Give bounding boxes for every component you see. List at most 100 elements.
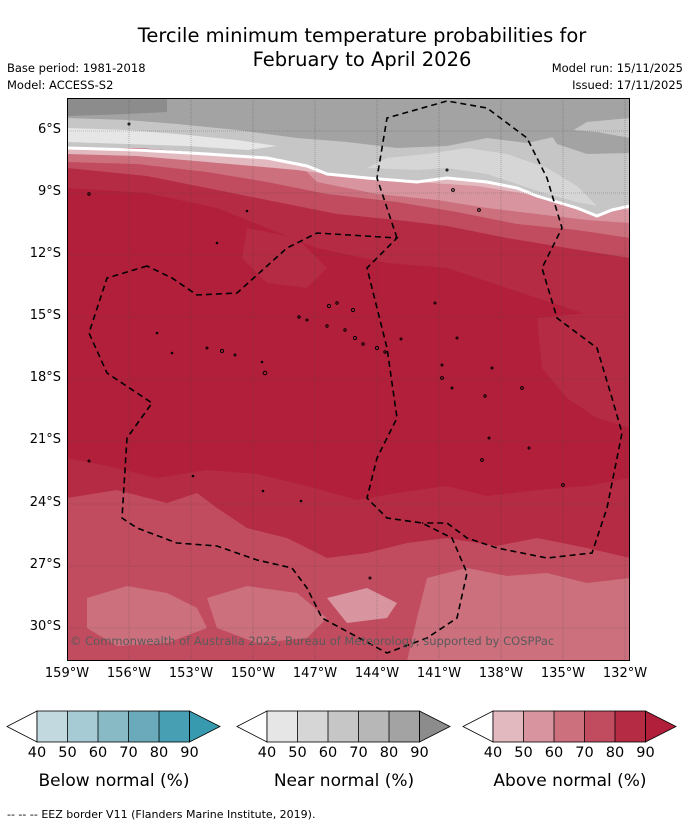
lat-label-18s: 18°S <box>29 370 61 385</box>
colorbar-above-segment <box>554 711 585 742</box>
meta-right: Model run: 15/11/2025 Issued: 17/11/2025 <box>552 60 683 94</box>
island <box>205 346 209 350</box>
lon-label-159w: 159°W <box>44 666 90 681</box>
island <box>520 386 524 390</box>
tick-label: 70 <box>119 745 138 761</box>
tick-label: 50 <box>58 745 77 761</box>
tick-label: 40 <box>27 745 47 761</box>
colorbar-near-title: Near normal (%) <box>273 771 415 791</box>
island <box>325 324 329 328</box>
lat-label-27s: 27°S <box>29 557 61 572</box>
lat-label-9s: 9°S <box>37 184 61 199</box>
title-line-2: February to April 2026 <box>252 48 472 71</box>
map-copyright: © Commonwealth of Australia 2025, Bureau… <box>70 634 555 648</box>
tick-label: 80 <box>149 745 169 761</box>
tick-label: 50 <box>514 745 533 761</box>
model-name: Model: ACCESS-S2 <box>7 78 114 92</box>
island <box>455 336 459 340</box>
colorbar-below-normal <box>6 710 221 743</box>
island <box>440 376 444 380</box>
island <box>297 315 301 319</box>
base-period: Base period: 1981-2018 <box>7 61 146 75</box>
colorbar-below-segment <box>159 711 190 742</box>
page-title: Tercile minimum temperature probabilitie… <box>0 24 690 72</box>
eez-legend-symbol: -- -- -- <box>7 808 38 821</box>
island <box>487 436 491 440</box>
island <box>361 342 365 346</box>
tick-label: 40 <box>257 745 277 761</box>
eez-border-cook-islands <box>88 232 468 654</box>
colorbar-below-segment <box>98 711 129 742</box>
island <box>483 394 487 398</box>
colorbar-above-normal <box>462 710 677 743</box>
island <box>326 303 332 309</box>
colorbar-below-extend-high <box>189 710 221 743</box>
island <box>383 350 387 354</box>
zone-above-60-south-a <box>87 586 207 646</box>
lon-label-138w: 138°W <box>478 666 524 681</box>
lat-label-24s: 24°S <box>29 495 61 510</box>
island <box>260 360 264 364</box>
lat-label-15s: 15°S <box>29 308 61 323</box>
colorbar-near-extend-high <box>419 710 451 743</box>
colorbar-above-segment <box>584 711 615 742</box>
colorbar-above-extend-low <box>462 710 494 743</box>
zone-above-60-south-c <box>407 568 630 661</box>
lon-label-150w: 150°W <box>230 666 276 681</box>
islands <box>87 122 565 580</box>
island <box>87 459 91 463</box>
issued-date: Issued: 17/11/2025 <box>572 78 683 92</box>
tick-label: 60 <box>318 745 338 761</box>
tick-label: 60 <box>544 745 564 761</box>
probability-map <box>67 98 630 661</box>
island <box>480 458 484 462</box>
map-frame <box>67 98 630 661</box>
zone-above-70-north <box>67 148 630 258</box>
colorbar-below-segment <box>128 711 159 742</box>
tick-label: 80 <box>379 745 399 761</box>
colorbar-near-normal <box>236 710 451 743</box>
colorbar-below-title: Below normal (%) <box>38 771 190 791</box>
colorbar-above-segment <box>615 711 646 742</box>
island <box>561 483 565 487</box>
island <box>490 366 494 370</box>
colorbar-near-extend-low <box>236 710 268 743</box>
island <box>191 474 195 478</box>
zone-near-normal-pale <box>67 128 277 150</box>
zone-above-80-east <box>537 313 630 428</box>
meta-left: Base period: 1981-2018 Model: ACCESS-S2 <box>7 60 146 94</box>
colorbar-near-segment <box>389 711 420 742</box>
colorbar-below-extend-low <box>6 710 38 743</box>
lat-label-21s: 21°S <box>29 432 61 447</box>
colorbar-near-segment <box>358 711 389 742</box>
colorbar-near-segment <box>297 711 328 742</box>
tick-label: 50 <box>288 745 307 761</box>
island <box>87 192 91 196</box>
eez-borders <box>88 100 623 654</box>
island <box>219 348 225 354</box>
lat-label-30s: 30°S <box>29 619 61 634</box>
tick-label: 60 <box>88 745 108 761</box>
island <box>440 363 444 367</box>
island <box>233 353 237 357</box>
colorbar-below-segment <box>67 711 98 742</box>
island <box>305 318 309 322</box>
zone-above-60-south-b <box>207 586 327 643</box>
tick-label: 90 <box>636 745 655 761</box>
zone-near-normal-light <box>367 148 597 206</box>
island <box>170 351 174 355</box>
island <box>352 335 358 341</box>
colorbar-near-segment <box>267 711 298 742</box>
island <box>261 489 265 493</box>
zone-above-80-centre <box>242 228 327 288</box>
colorbar-above-segment <box>523 711 554 742</box>
tick-label: 90 <box>410 745 429 761</box>
island <box>262 370 268 376</box>
lon-label-144w: 144°W <box>354 666 400 681</box>
island <box>368 576 372 580</box>
zone-above-80-north <box>67 168 630 328</box>
title-line-1: Tercile minimum temperature probabilitie… <box>137 24 587 47</box>
island <box>299 499 303 503</box>
island <box>335 301 339 305</box>
eez-legend-text: EEZ border V11 (Flanders Marine Institut… <box>41 808 316 821</box>
